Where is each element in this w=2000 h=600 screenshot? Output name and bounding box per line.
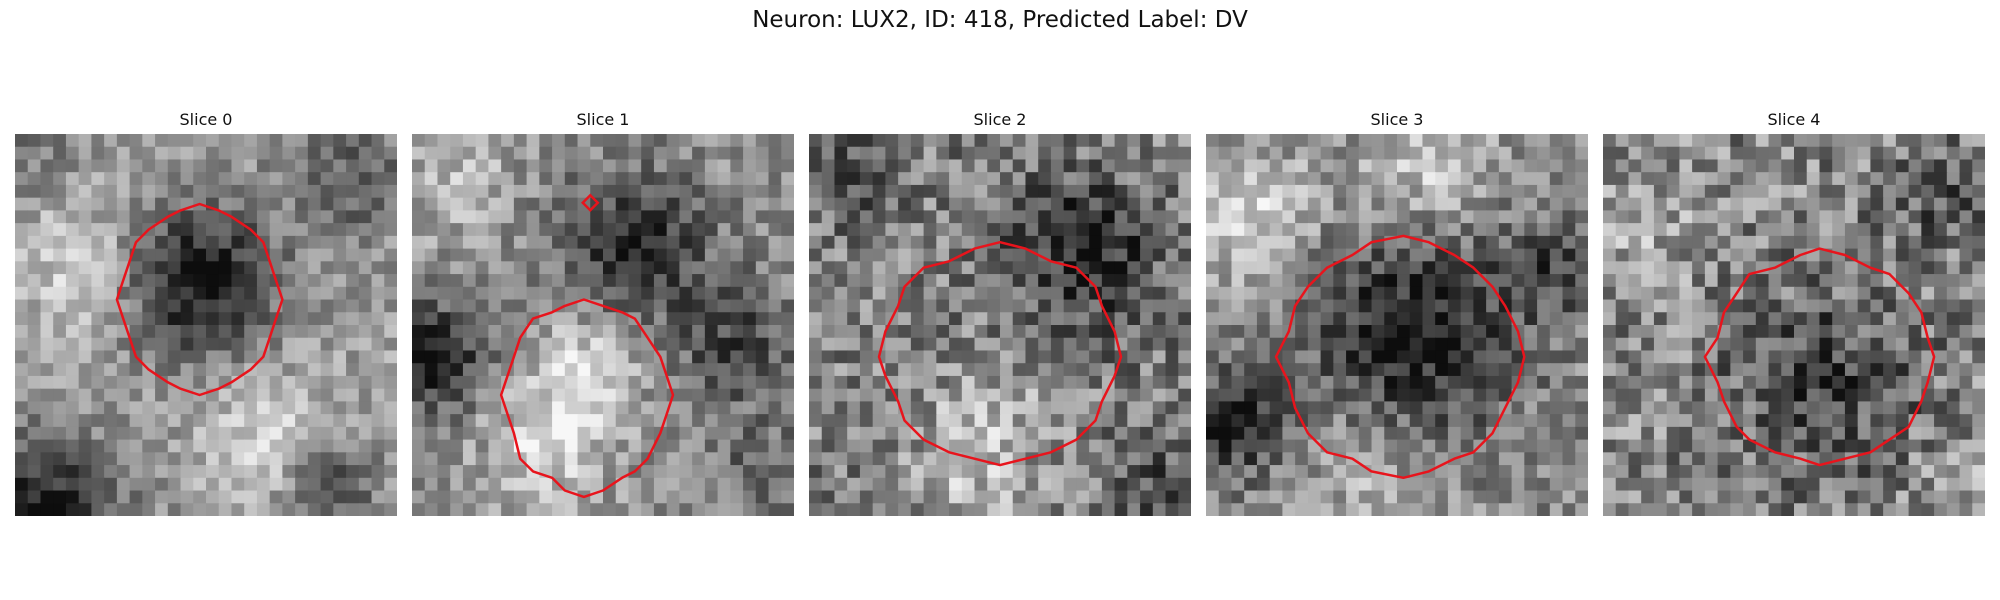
pixel-grid: [412, 134, 794, 516]
slice-panel-0: Slice 0: [15, 108, 397, 516]
slice-panel-3: Slice 3: [1206, 108, 1588, 516]
slice-image-4: [1603, 134, 1985, 516]
slice-panel-1: Slice 1: [412, 108, 794, 516]
slice-image-0: [15, 134, 397, 516]
slice-image-3: [1206, 134, 1588, 516]
slice-title-1: Slice 1: [576, 110, 630, 129]
slice-panel-4: Slice 4: [1603, 108, 1985, 516]
pixel-grid: [809, 134, 1191, 516]
slice-title-2: Slice 2: [973, 110, 1027, 129]
roi-contour: [115, 202, 284, 397]
slice-image-1: [412, 134, 794, 516]
roi-contour-small: [581, 193, 600, 213]
pixel-grid: [1603, 134, 1985, 516]
pixel-grid: [15, 134, 397, 516]
slice-image-2: [809, 134, 1191, 516]
roi-contour: [1274, 234, 1526, 480]
slice-panel-2: Slice 2: [809, 108, 1191, 516]
slice-title-4: Slice 4: [1767, 110, 1821, 129]
figure-title: Neuron: LUX2, ID: 418, Predicted Label: …: [752, 7, 1248, 33]
slice-title-0: Slice 0: [179, 110, 233, 129]
roi-contour: [499, 298, 675, 499]
roi-contour: [1703, 247, 1936, 467]
slice-title-3: Slice 3: [1370, 110, 1424, 129]
pixel-grid: [1206, 134, 1588, 516]
roi-contour: [877, 240, 1123, 467]
